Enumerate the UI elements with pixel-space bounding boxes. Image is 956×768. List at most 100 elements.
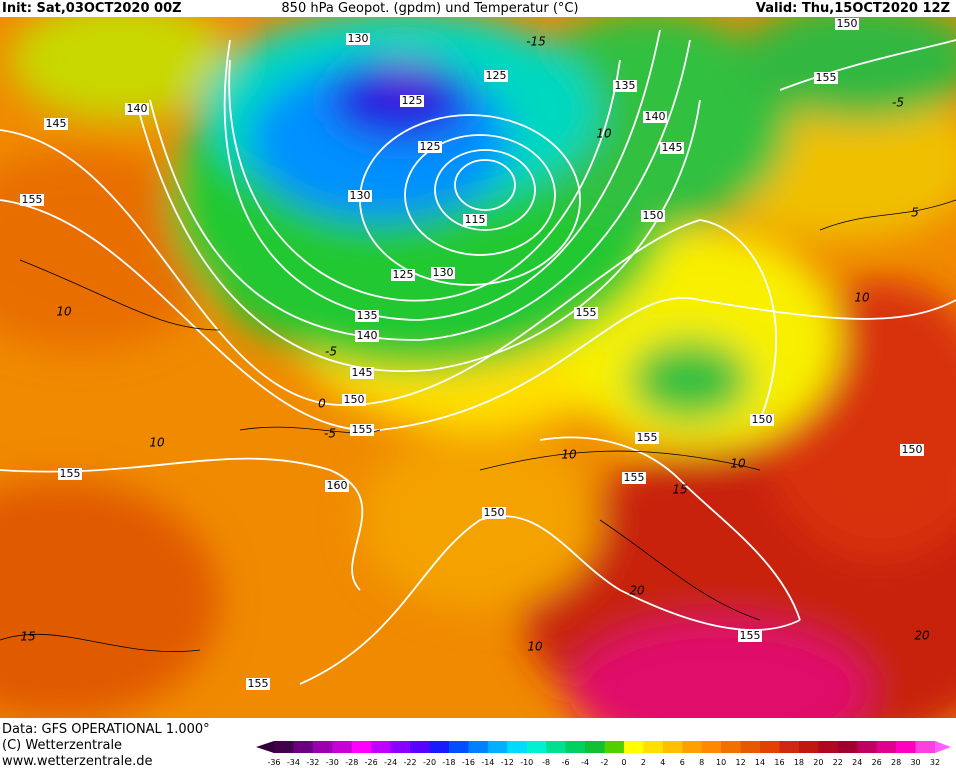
geopotential-label-box [391,269,415,281]
colorbar-tick-label: -10 [520,758,533,767]
temperature-label: 10 [149,436,165,450]
colorbar-swatch [837,741,858,753]
colorbar-tick-label: -20 [423,758,436,767]
colorbar-tick-label: -36 [267,758,280,767]
colorbar-tick-label: -6 [562,758,570,767]
colorbar-tick-label: -14 [481,758,494,767]
colorbar-tick-label: -28 [345,758,358,767]
colorbar-tick-label: 0 [621,758,626,767]
header-bar [0,0,956,17]
geopotential-label: 160 [327,479,348,492]
colorbar-tick-label: 6 [680,758,685,767]
geopotential-label: 150 [484,506,505,519]
temperature-label: 10 [854,291,870,305]
geopotential-label: 125 [420,140,441,153]
colorbar-swatch [701,741,722,753]
colorbar-swatch [798,741,819,753]
colorbar-swatch [468,741,489,753]
geopotential-label-box [641,210,665,222]
geopotential-label: 125 [393,268,414,281]
geopotential-label: 145 [46,117,67,130]
geopotential-label: 155 [60,467,81,480]
colorbar-swatch [857,741,878,753]
colorbar-swatch [915,741,936,753]
colorbar-swatch [487,741,508,753]
init-time: Init: Sat,03OCT2020 00Z [2,1,182,16]
colorbar-tick-label: 8 [699,758,704,767]
colorbar-swatch [332,741,353,753]
geopotential-label: 155 [637,431,658,444]
geopotential-label-box [325,480,349,492]
geopotential-label-box [482,507,506,519]
colorbar-tick-label: 2 [641,758,646,767]
geopotential-label: 135 [357,309,378,322]
geopotential-label-box [835,18,859,30]
geopotential-label-box [814,72,838,84]
geopotential-label-box [431,267,455,279]
colorbar-tick-label: 32 [930,758,940,767]
geopotential-label: 125 [402,94,423,107]
geopotential-label: 145 [352,366,373,379]
map-title: 850 hPa Geopot. (gpdm) und Temperatur (°… [281,1,578,16]
colorbar-tick-label: -16 [462,758,475,767]
colorbar-arrow [935,741,951,753]
temperature-label: 10 [527,640,543,654]
colorbar-tick-label: -30 [326,758,339,767]
geopotential-label-box [660,142,684,154]
copyright: (C) Wetterzentrale [2,738,122,753]
colorbar-tick-label: 26 [872,758,882,767]
data-source: Data: GFS OPERATIONAL 1.000° [2,722,210,737]
geopotential-label: 155 [624,471,645,484]
geopotential-label: 130 [433,266,454,279]
colorbar-swatch [876,741,897,753]
colorbar-swatch [429,741,450,753]
colorbar-tick-label: 16 [774,758,784,767]
geopotential-label: 150 [902,443,923,456]
colorbar-tick-label: -22 [404,758,417,767]
geopotential-label: 150 [752,413,773,426]
geopotential-label-box [350,367,374,379]
colorbar-swatch [526,741,547,753]
colorbar-tick-label: -8 [542,758,550,767]
colorbar-swatch [779,741,800,753]
colorbar-swatch [274,741,294,753]
geopotential-label-box [44,118,68,130]
colorbar-swatch [546,741,567,753]
geopotential-label-box [738,630,762,642]
colorbar-tick-label: 22 [833,758,843,767]
geopotential-label-box [613,80,637,92]
temperature-label: 20 [914,629,930,643]
geopotential-label: 155 [352,423,373,436]
colorbar-swatch [896,741,917,753]
geopotential-label-box [342,394,366,406]
colorbar-tick-label: -32 [306,758,319,767]
colorbar-swatch [662,741,683,753]
geopotential-label: 135 [615,79,636,92]
geopotential-label: 155 [816,71,837,84]
geopotential-label-box [20,194,44,206]
geopotential-label-box [58,468,82,480]
temperature-label: 10 [56,305,72,319]
geopotential-label-box [574,307,598,319]
geopotential-label: 150 [344,393,365,406]
colorbar-arrow [256,741,274,753]
colorbar-swatch [604,741,625,753]
colorbar-swatch [390,741,411,753]
colorbar-swatch [507,741,528,753]
colorbar-tick-label: 14 [755,758,765,767]
geopotential-label-box [643,111,667,123]
temperature-label: 15 [20,630,35,644]
temperature-label: 15 [672,483,687,497]
colorbar-tick-label: 10 [716,758,726,767]
temperature-label: -15 [526,35,546,49]
geopotential-label-box [635,432,659,444]
colorbar-tick-label: 18 [794,758,804,767]
geopotential-label-box [418,141,442,153]
geopotential-label-box [125,103,149,115]
geopotential-label: 130 [348,32,369,45]
colorbar-swatch [643,741,664,753]
temperature-label: 10 [730,457,746,471]
geopotential-label: 155 [740,629,761,642]
